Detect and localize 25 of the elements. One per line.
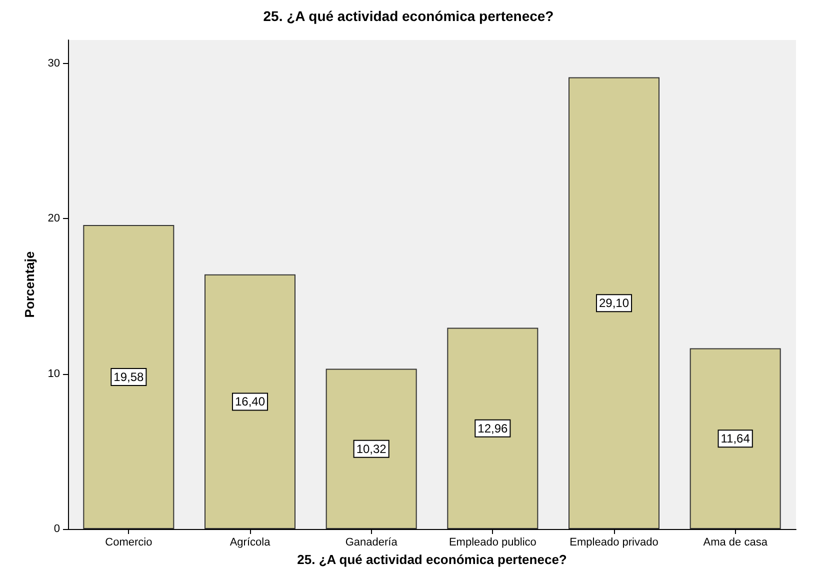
data-label: 10,32: [356, 442, 387, 456]
bar: [83, 225, 174, 529]
data-label: 19,58: [114, 370, 144, 384]
bar: [204, 274, 296, 529]
x-tick-label: Ama de casa: [703, 536, 768, 548]
bar: [447, 328, 538, 529]
y-axis-title: Porcentaje: [22, 251, 37, 318]
chart-title: 25. ¿A qué actividad económica pertenece?: [263, 8, 554, 24]
x-tick-label: Agrícola: [230, 536, 272, 548]
x-tick-label: Empleado privado: [570, 536, 658, 548]
x-axis-title: 25. ¿A qué actividad económica pertenece?: [297, 552, 567, 567]
data-label: 11,64: [720, 432, 750, 446]
data-label: 29,10: [598, 296, 630, 310]
y-tick-label: 30: [48, 57, 60, 70]
y-tick-label: 10: [48, 368, 60, 380]
bar: [326, 368, 417, 529]
bar: [690, 348, 781, 529]
data-label: 12,96: [478, 421, 508, 436]
bar: [568, 77, 660, 529]
y-tick-label: 20: [48, 212, 60, 225]
x-tick-label: Empleado publico: [448, 536, 536, 548]
x-tick-label: Ganadería: [345, 536, 398, 548]
x-tick-label: Comercio: [105, 536, 152, 548]
y-tick-label: 0: [54, 523, 60, 535]
data-label: 16,40: [234, 394, 266, 409]
